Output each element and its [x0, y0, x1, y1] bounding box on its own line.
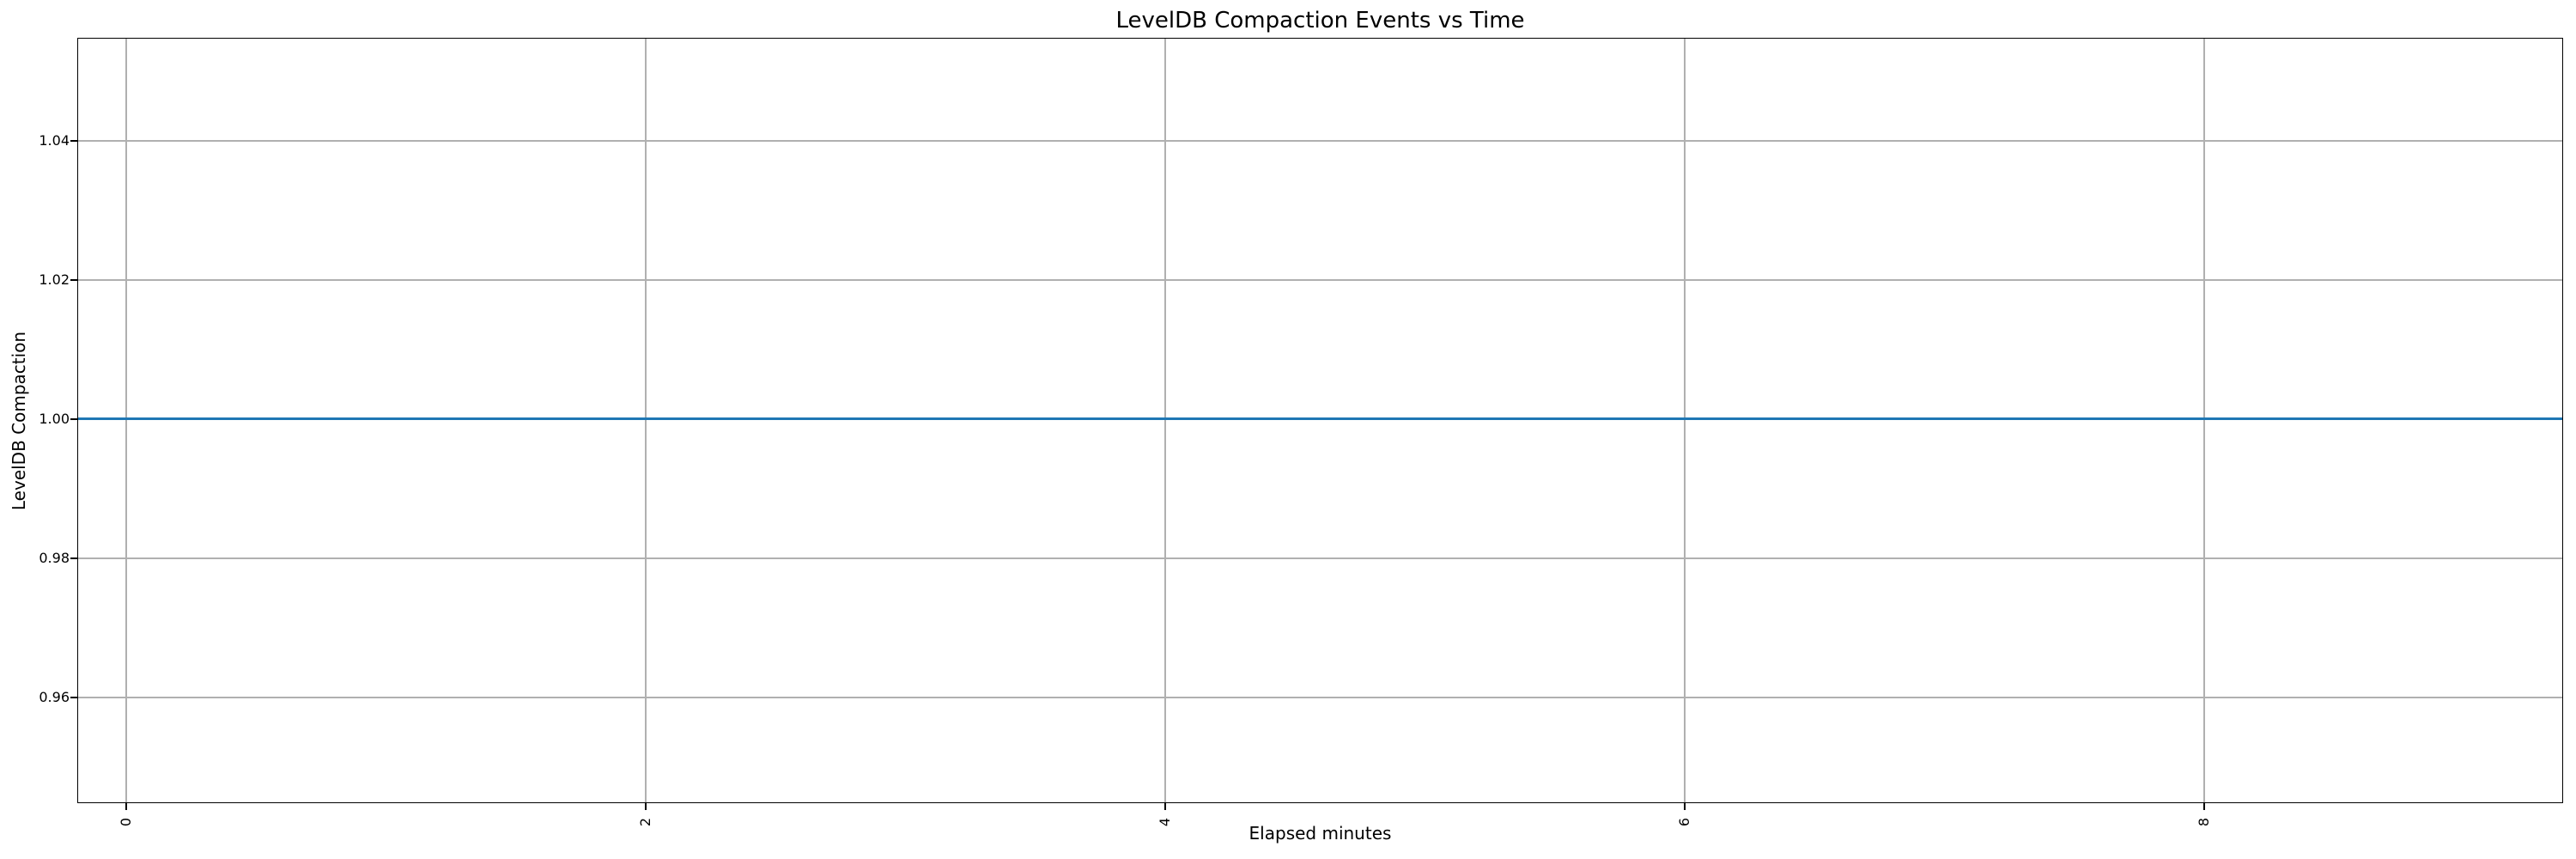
y-gridline	[77, 557, 2563, 559]
x-gridline	[645, 38, 647, 803]
y-tick-mark	[70, 140, 77, 142]
y-tick-mark	[70, 418, 77, 420]
x-gridline	[1164, 38, 1166, 803]
y-tick-label: 0.98	[39, 549, 70, 566]
y-tick-mark	[70, 557, 77, 559]
y-tick-mark	[70, 697, 77, 698]
x-gridline	[1684, 38, 1686, 803]
y-axis-label: LevelDB Compaction	[9, 331, 30, 510]
y-gridline	[77, 279, 2563, 281]
y-gridline	[77, 697, 2563, 698]
y-tick-mark	[70, 279, 77, 281]
y-tick-label: 1.00	[39, 410, 70, 427]
x-tick-mark	[645, 803, 647, 810]
x-gridline	[2203, 38, 2205, 803]
y-tick-label: 0.96	[39, 688, 70, 705]
x-gridline	[125, 38, 127, 803]
x-axis-label: Elapsed minutes	[1249, 823, 1392, 844]
plot-area-border	[77, 38, 2563, 803]
y-tick-label: 1.02	[39, 271, 70, 288]
x-tick-mark	[1164, 803, 1166, 810]
x-tick-mark	[2203, 803, 2205, 810]
y-gridline	[77, 140, 2563, 142]
y-tick-label: 1.04	[39, 131, 70, 149]
data-series-line	[77, 417, 2563, 421]
x-tick-mark	[1684, 803, 1686, 810]
chart-title: LevelDB Compaction Events vs Time	[1115, 8, 1525, 34]
x-tick-mark	[125, 803, 127, 810]
